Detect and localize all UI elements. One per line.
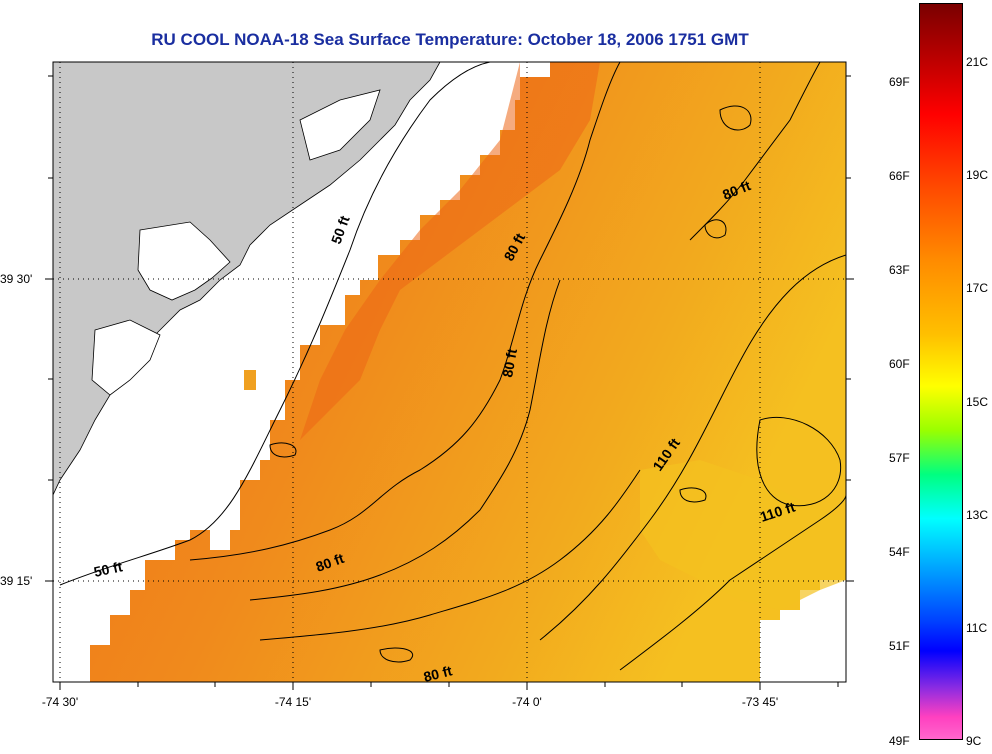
colorbar-label-f: 60F (889, 357, 910, 371)
colorbar-label-c: 19C (966, 168, 989, 182)
bay-area (299, 89, 381, 161)
sst-map: 50 ft 50 ft 80 ft 80 ft 80 ft 80 ft 80 f… (0, 61, 854, 709)
colorbar-label-f: 54F (889, 545, 910, 559)
lon-tick-label: -74 30' (42, 695, 78, 709)
contour-110ft (539, 254, 846, 641)
sst-pixel (520, 62, 550, 77)
temperature-colorbar (919, 3, 963, 740)
contour-label: 50 ft (92, 558, 124, 580)
bay-area (137, 221, 231, 301)
contour-label: 80 ft (422, 662, 454, 685)
colorbar-label-c: 9C (966, 734, 982, 748)
contour-80ft (189, 62, 621, 561)
colorbar-label-f: 49F (889, 734, 910, 748)
colorbar-label-f: 63F (889, 263, 910, 277)
contour-loop (379, 647, 413, 663)
contour-loop (269, 442, 297, 458)
lon-tick-label: -74 15' (275, 695, 311, 709)
contour-loop (704, 219, 727, 239)
contour-80ft (249, 279, 561, 601)
contour-80ft (689, 62, 821, 241)
contour-50ft (59, 62, 491, 586)
land-area (53, 62, 441, 496)
map-title: RU COOL NOAA-18 Sea Surface Temperature:… (151, 30, 749, 49)
colorbar-label-c: 17C (966, 281, 989, 295)
lon-tick-label: -74 0' (512, 695, 542, 709)
sst-warm-patch (300, 62, 600, 440)
sst-cool-patch (640, 460, 846, 610)
colorbar-label-c: 15C (966, 395, 989, 409)
contour-loop (756, 416, 842, 507)
bay-area (91, 319, 161, 396)
colorbar-label-c: 11C (966, 621, 988, 635)
contour-110ft (619, 494, 846, 671)
contour-loop (679, 487, 707, 503)
colorbar-label-c: 13C (966, 508, 989, 522)
colorbar-label-f: 69F (889, 75, 910, 89)
contour-label: 80 ft (499, 347, 520, 378)
colorbar-label-c: 21C (966, 55, 989, 69)
colorbar-label-f: 51F (889, 639, 910, 653)
lat-tick-label: 39 15' (0, 574, 32, 588)
lat-tick-label: 39 30' (0, 272, 32, 286)
colorbar-label-f: 66F (889, 169, 910, 183)
sst-pixel (244, 370, 256, 390)
contour-80ft (259, 469, 641, 641)
lon-tick-label: -73 45' (742, 695, 778, 709)
contour-loop (719, 105, 752, 131)
colorbar-label-f: 57F (889, 451, 910, 465)
